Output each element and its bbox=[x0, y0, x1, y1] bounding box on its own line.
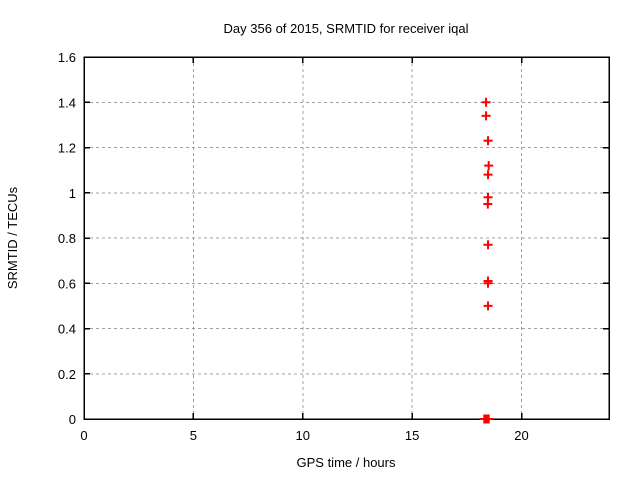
x-tick-label: 0 bbox=[80, 428, 87, 443]
y-tick-label: 1 bbox=[69, 186, 76, 201]
x-tick-label: 20 bbox=[514, 428, 528, 443]
x-tick-label: 5 bbox=[190, 428, 197, 443]
y-tick-label: 0.2 bbox=[58, 367, 76, 382]
y-tick-label: 0.4 bbox=[58, 322, 76, 337]
data-point bbox=[483, 301, 493, 311]
data-point bbox=[483, 170, 493, 180]
data-point bbox=[483, 136, 493, 146]
gridlines bbox=[83, 56, 609, 420]
y-axis-label: SRMTID / TECUs bbox=[5, 186, 20, 289]
data-point bbox=[484, 414, 494, 424]
y-tick-label: 1.6 bbox=[58, 50, 76, 65]
y-tick-label: 0.6 bbox=[58, 276, 76, 291]
data-point bbox=[481, 111, 491, 121]
chart-title: Day 356 of 2015, SRMTID for receiver iqa… bbox=[224, 21, 469, 36]
data-point bbox=[483, 240, 493, 250]
data-point bbox=[483, 278, 493, 288]
y-tick-label: 0 bbox=[69, 412, 76, 427]
x-tick-label: 15 bbox=[405, 428, 419, 443]
x-axis-label: GPS time / hours bbox=[297, 455, 396, 470]
y-tick-label: 0.8 bbox=[58, 231, 76, 246]
y-tick-label: 1.2 bbox=[58, 141, 76, 156]
axis-ticks bbox=[83, 56, 609, 420]
data-point bbox=[481, 97, 491, 107]
data-point bbox=[484, 161, 494, 171]
y-tick-label: 1.4 bbox=[58, 95, 76, 110]
tick-labels: 0 5 10 15 20 0 0.2 0.4 0.6 0.8 1 1.2 1.4 1.6 bbox=[58, 50, 529, 443]
data-points bbox=[479, 97, 494, 424]
x-tick-label: 10 bbox=[296, 428, 310, 443]
data-point bbox=[483, 199, 493, 209]
